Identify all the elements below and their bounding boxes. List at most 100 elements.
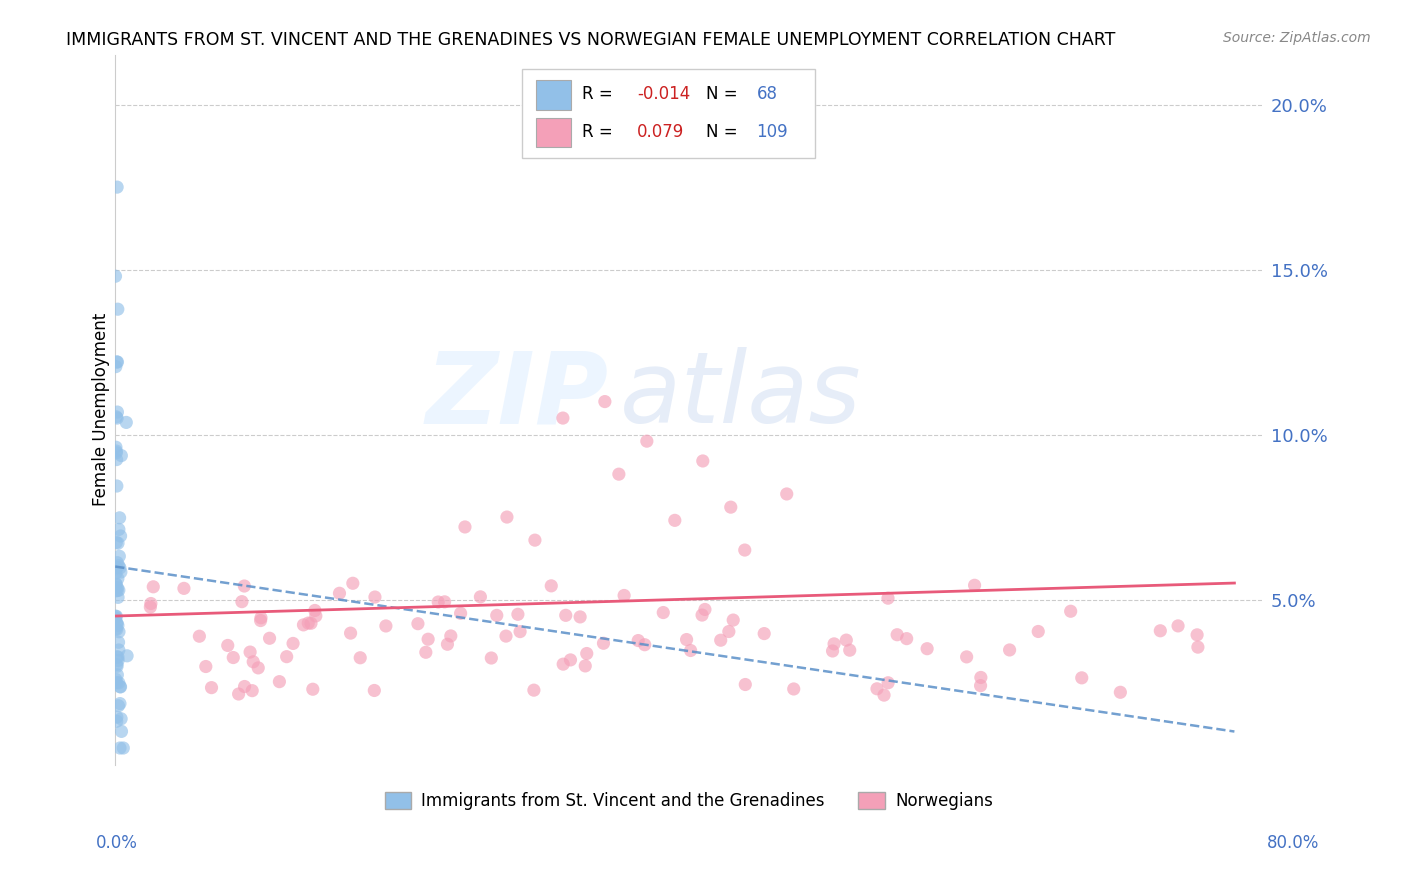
Point: [523, 683, 546, 698]
Point: [105, 556, 128, 570]
Point: [115, 648, 138, 663]
Point: [569, 610, 592, 624]
Point: [105, 583, 128, 598]
Point: [593, 394, 616, 409]
Point: [107, 650, 129, 665]
Point: [107, 572, 129, 586]
Point: [675, 632, 697, 647]
Text: R =: R =: [582, 85, 619, 103]
Point: [1070, 671, 1092, 685]
Point: [107, 635, 129, 649]
Point: [107, 591, 129, 605]
Point: [877, 591, 900, 606]
Point: [281, 636, 304, 650]
Point: [754, 626, 776, 640]
Point: [194, 659, 217, 673]
Point: [104, 673, 127, 687]
Point: [110, 565, 132, 579]
Point: [105, 675, 128, 690]
Point: [108, 549, 131, 564]
Point: [107, 302, 129, 317]
Point: [607, 467, 630, 482]
Point: [107, 618, 129, 632]
Point: [297, 615, 319, 630]
Point: [105, 355, 128, 369]
Point: [107, 583, 129, 598]
Point: [440, 629, 463, 643]
Point: [104, 359, 127, 374]
Point: [110, 449, 132, 463]
Point: [107, 355, 129, 369]
Point: [1109, 685, 1132, 699]
Point: [998, 643, 1021, 657]
Point: [233, 579, 256, 593]
Point: [105, 411, 128, 425]
Point: [693, 602, 716, 616]
Point: [105, 623, 128, 637]
Point: [250, 611, 273, 625]
Point: [107, 698, 129, 713]
Point: [1149, 624, 1171, 638]
Point: [652, 606, 675, 620]
Point: [269, 674, 291, 689]
Point: [105, 581, 128, 595]
Point: [553, 657, 575, 672]
Point: [692, 454, 714, 468]
Point: [299, 616, 322, 631]
Point: [364, 590, 387, 604]
Point: [783, 681, 806, 696]
Point: [292, 618, 315, 632]
Point: [821, 644, 844, 658]
Point: [110, 712, 132, 726]
Point: [142, 580, 165, 594]
Point: [112, 741, 135, 756]
Point: [105, 609, 128, 624]
Point: [877, 675, 900, 690]
Point: [105, 659, 128, 673]
Text: 109: 109: [756, 123, 789, 141]
Point: [249, 614, 271, 628]
FancyBboxPatch shape: [536, 118, 571, 147]
Text: 0.0%: 0.0%: [96, 834, 138, 852]
Point: [540, 579, 562, 593]
Point: [664, 513, 686, 527]
FancyBboxPatch shape: [536, 80, 571, 110]
Point: [304, 603, 326, 617]
Point: [108, 643, 131, 657]
Point: [523, 533, 546, 548]
Point: [627, 633, 650, 648]
Text: 0.079: 0.079: [637, 123, 685, 141]
Text: Source: ZipAtlas.com: Source: ZipAtlas.com: [1223, 31, 1371, 45]
Point: [108, 511, 131, 525]
Point: [838, 643, 860, 657]
Point: [717, 624, 740, 639]
Point: [1167, 619, 1189, 633]
Point: [105, 452, 128, 467]
Point: [105, 560, 128, 574]
Point: [690, 608, 713, 623]
Point: [200, 681, 222, 695]
Point: [105, 649, 128, 664]
Point: [104, 609, 127, 624]
Point: [217, 639, 239, 653]
Point: [239, 645, 262, 659]
Point: [956, 649, 979, 664]
Point: [240, 683, 263, 698]
Text: -0.014: -0.014: [637, 85, 690, 103]
FancyBboxPatch shape: [523, 70, 815, 158]
Point: [866, 681, 889, 696]
Point: [1185, 628, 1208, 642]
Point: [554, 608, 576, 623]
Point: [1026, 624, 1049, 639]
Point: [108, 741, 131, 756]
Point: [107, 653, 129, 667]
Point: [873, 688, 896, 702]
Point: [823, 637, 845, 651]
Point: [105, 616, 128, 631]
Point: [104, 577, 127, 591]
Legend: Immigrants from St. Vincent and the Grenadines, Norwegians: Immigrants from St. Vincent and the Gren…: [378, 785, 1000, 816]
Point: [574, 659, 596, 673]
Point: [734, 677, 756, 691]
Point: [108, 697, 131, 711]
Point: [418, 632, 440, 647]
